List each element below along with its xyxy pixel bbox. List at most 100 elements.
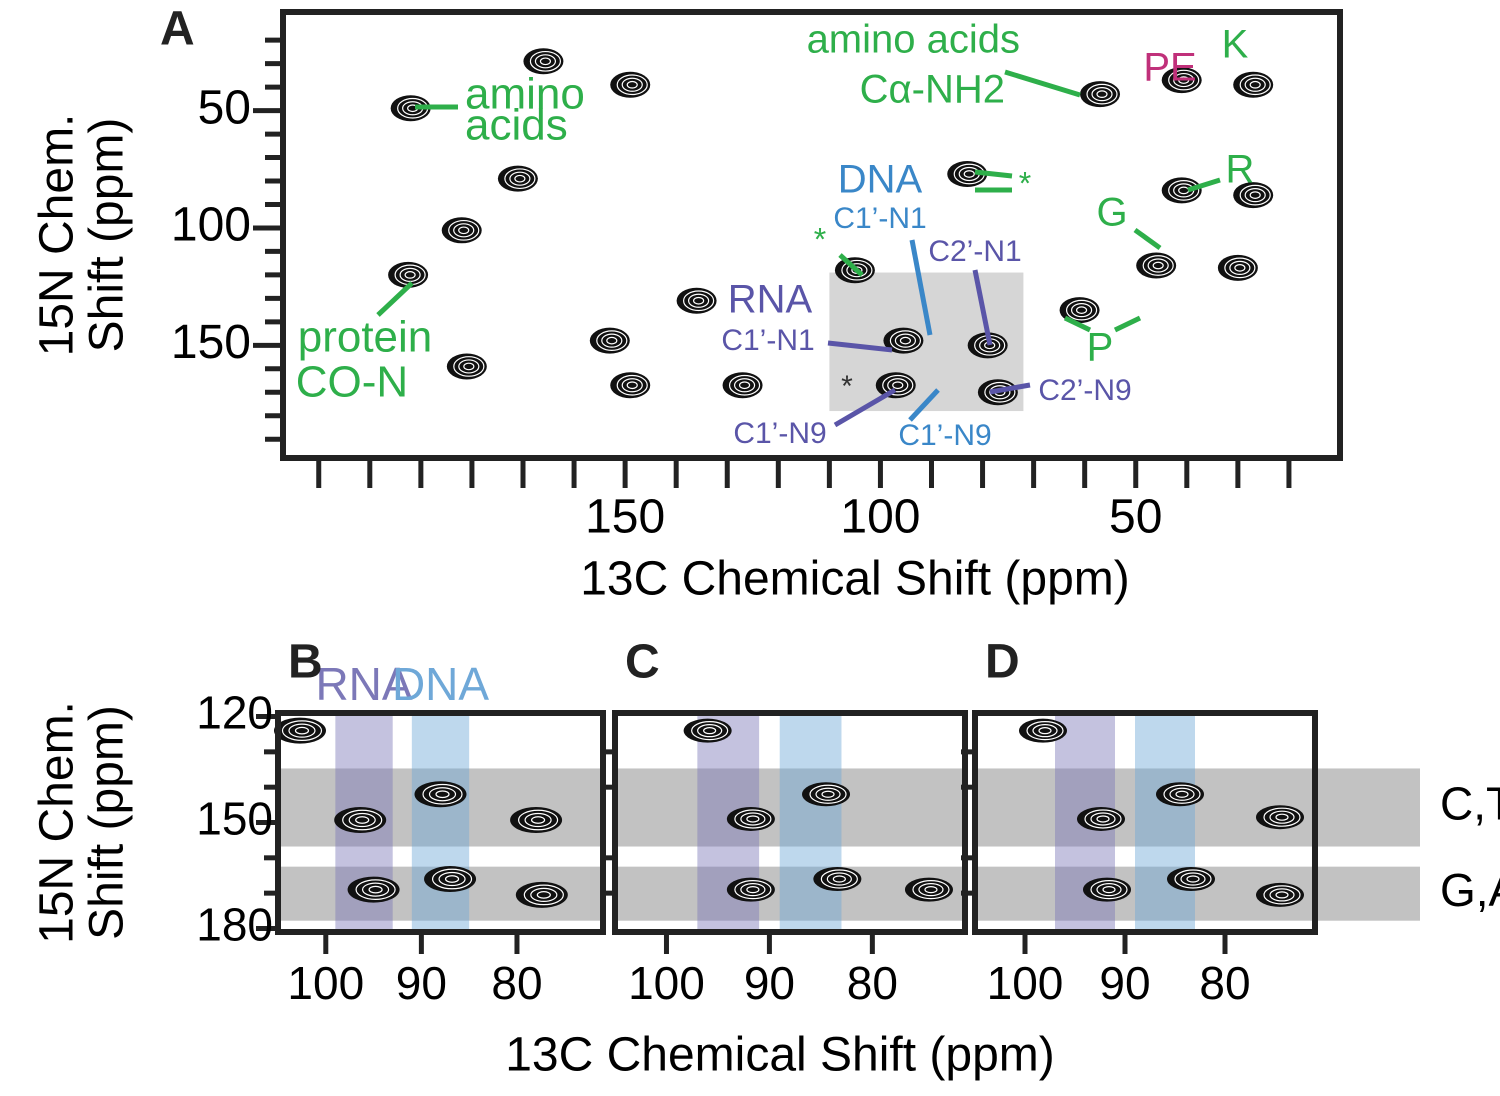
leader [827, 340, 893, 353]
leader [1113, 315, 1142, 333]
peak-ring [1147, 258, 1169, 273]
peak-ring [539, 57, 552, 66]
peak-ring [601, 333, 623, 348]
peak-ring [355, 816, 370, 824]
row-band [615, 768, 965, 847]
y-axis-label: 15N Chem. [31, 701, 84, 944]
plot-frame [972, 710, 1318, 935]
leader [989, 382, 1031, 395]
peak [726, 806, 775, 831]
x-tick-label: 100 [628, 957, 705, 1009]
peak-contour [334, 807, 387, 834]
x-tick-label: 50 [1109, 491, 1162, 544]
peak-ring [1269, 810, 1295, 824]
x-tick-label: 80 [847, 957, 898, 1009]
annotation: G [1096, 191, 1127, 235]
peak-contour [510, 807, 563, 834]
peak-ring [1075, 306, 1088, 314]
leader-lines [376, 69, 1221, 428]
peak-ring [963, 170, 975, 178]
annotation: C1’-N1 [721, 324, 814, 357]
peak-ring [1084, 809, 1122, 829]
peak [334, 807, 387, 834]
row-band [975, 768, 1420, 847]
x-tick-label: 100 [287, 957, 364, 1009]
annotation: P [1087, 326, 1114, 370]
x-tick-label: 100 [987, 957, 1064, 1009]
peak-ring [504, 168, 536, 190]
peak-ring [984, 381, 1016, 403]
peak-ring [815, 787, 841, 801]
annotation: * [1019, 165, 1031, 201]
peak-ring [523, 884, 564, 906]
peak-ring [703, 727, 717, 735]
peak-ring [530, 887, 558, 903]
peak-ring [517, 809, 559, 831]
peak-ring [1065, 299, 1098, 321]
peak-contour [515, 881, 568, 908]
y-axis-label: 15N Chem. [31, 114, 84, 357]
annotation: DNA [838, 158, 923, 202]
column-band [1135, 713, 1195, 932]
annotation: RNA [728, 278, 813, 322]
peak-ring [1178, 76, 1190, 84]
peak-ring [1168, 180, 1200, 201]
peak-ring [989, 385, 1011, 400]
peak-ring [1229, 260, 1251, 275]
peak-ring [1102, 886, 1116, 894]
peak-ring [348, 812, 376, 828]
peak [273, 717, 326, 744]
peak-ring [616, 374, 648, 396]
peak [446, 353, 487, 380]
peak-ring [887, 378, 909, 393]
peak [813, 867, 862, 892]
peak-ring [693, 296, 705, 305]
peak-ring [368, 885, 383, 894]
column-band [779, 713, 842, 932]
peak [497, 165, 538, 192]
peak-ring [889, 330, 922, 351]
peak-ring [738, 381, 751, 390]
panel-letter: C [625, 636, 660, 689]
leader [376, 281, 414, 317]
peak [726, 877, 775, 902]
peak [1256, 882, 1304, 907]
peak-ring [428, 787, 457, 802]
column-band [411, 713, 470, 932]
peak-ring [509, 171, 531, 186]
annotation: C1’-N9 [733, 417, 826, 450]
peak-ring [1026, 721, 1064, 741]
peak-contour [414, 781, 467, 808]
peak-ring [1032, 724, 1058, 738]
annotation: CO-N [296, 358, 408, 407]
peak-ring [697, 724, 723, 738]
peak-ring [1239, 74, 1271, 96]
peak-ring [1091, 87, 1113, 102]
peak-ring [892, 381, 904, 390]
peak-ring [529, 50, 562, 72]
peak-ring [746, 815, 760, 823]
annotation: C1’-N1 [833, 202, 926, 235]
peak-ring [361, 882, 390, 897]
peak-ring [616, 74, 648, 96]
peak [1083, 877, 1131, 902]
peak [414, 781, 467, 808]
band-label: RNA [315, 658, 412, 710]
peak-ring [1038, 727, 1052, 735]
annotation: Cα-NH2 [860, 68, 1005, 112]
peak-ring [1090, 812, 1116, 826]
peak-ring [1180, 872, 1206, 886]
peak-ring [596, 330, 628, 351]
y-axis-label: Shift (ppm) [81, 705, 134, 940]
peak [1080, 81, 1121, 108]
peak-ring [1244, 187, 1266, 203]
peak [610, 372, 651, 399]
peak-ring [444, 875, 460, 883]
peak-ring [1096, 815, 1110, 823]
peak-ring [1275, 891, 1289, 899]
peak-ring [734, 809, 772, 829]
peak [610, 71, 651, 98]
peak [1167, 867, 1215, 892]
peak-ring [1169, 787, 1195, 801]
